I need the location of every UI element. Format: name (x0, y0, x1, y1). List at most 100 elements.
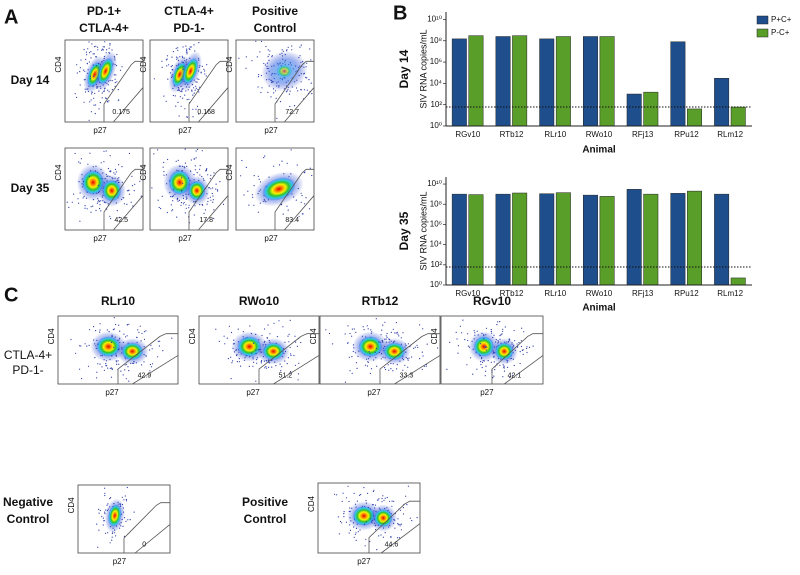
flow-event (176, 58, 178, 60)
flow-event (114, 78, 116, 80)
flow-event (356, 367, 358, 369)
flow-event (483, 338, 485, 340)
flow-event (219, 181, 221, 183)
flow-y-label: CD4 (225, 164, 234, 181)
flow-event (190, 159, 192, 161)
flow-event (222, 203, 225, 205)
flow-event (107, 167, 109, 170)
flow-event (224, 343, 226, 345)
flow-event (103, 46, 105, 48)
flow-event (109, 170, 111, 172)
flow-event (400, 529, 402, 531)
flow-event (519, 351, 521, 353)
flow-event (163, 174, 165, 176)
flow-event (86, 63, 88, 65)
y-tick-label: 10¹⁰ (427, 179, 442, 188)
flow-event (286, 50, 288, 52)
flow-event (111, 368, 113, 370)
flow-event (145, 330, 147, 332)
flow-x-label: p27 (178, 126, 192, 135)
panel-label: A (4, 6, 18, 28)
flow-event (390, 536, 392, 539)
x-axis-title: Animal (582, 303, 616, 314)
y-tick-label: 10⁶ (430, 220, 442, 229)
flow-y-label: CD4 (47, 328, 56, 345)
gate (273, 355, 320, 385)
flow-event (381, 501, 383, 503)
flow-event (325, 329, 327, 331)
flow-event (244, 357, 246, 359)
flow-event (123, 499, 125, 501)
flow-event (347, 325, 349, 327)
chart-title: Day 14 (397, 49, 411, 88)
flow-density-core (276, 64, 293, 78)
flow-event (178, 115, 180, 117)
flow-event (230, 356, 232, 358)
flow-event (500, 334, 502, 336)
flow-event (419, 358, 421, 360)
flow-event (449, 341, 451, 343)
flow-event (107, 503, 109, 505)
flow-event (419, 324, 421, 326)
flow-event (85, 58, 87, 61)
flow-event (380, 534, 382, 536)
flow-event (255, 380, 257, 382)
legend-label: P+C+ (771, 15, 792, 24)
flow-event (74, 152, 76, 155)
flow-event (133, 511, 135, 513)
flow-event (136, 336, 138, 339)
x-tick-label: RWo10 (586, 130, 613, 139)
flow-event (389, 500, 391, 502)
flow-event (170, 204, 172, 206)
flow-event (341, 522, 343, 524)
flow-event (121, 66, 123, 68)
flow-y-label: CD4 (54, 56, 63, 73)
flow-event (113, 346, 115, 348)
flow-event (359, 494, 361, 496)
y-tick-label: 10⁰ (430, 121, 442, 130)
flow-event (177, 159, 179, 161)
flow-event (82, 197, 84, 199)
flow-event (339, 520, 342, 523)
flow-event (110, 497, 112, 499)
flow-event (257, 76, 260, 78)
flow-event (382, 340, 384, 342)
gate (198, 195, 229, 231)
flow-event (104, 41, 106, 43)
flow-event (120, 370, 122, 372)
flow-event (103, 520, 105, 522)
flow-event (158, 206, 160, 209)
x-tick-label: RLm12 (717, 289, 743, 298)
gate (380, 523, 421, 554)
flow-event (118, 324, 120, 326)
flow-event (486, 346, 488, 348)
flow-event (118, 216, 120, 218)
flow-event (112, 329, 114, 331)
flow-event (392, 370, 394, 372)
column-header: RGv10 (473, 294, 511, 308)
flow-event (493, 375, 495, 377)
flow-event (199, 174, 201, 176)
flow-event (338, 533, 340, 535)
flow-event (107, 367, 109, 369)
flow-event (86, 345, 88, 347)
flow-event (182, 182, 184, 184)
flow-event (348, 532, 350, 534)
flow-event (97, 46, 99, 48)
flow-event (352, 522, 355, 524)
flow-event (95, 330, 97, 332)
flow-event (194, 205, 196, 207)
flow-event (296, 164, 298, 166)
flow-event (131, 185, 134, 187)
flow-event (472, 373, 474, 375)
flow-event (349, 524, 351, 526)
flow-event (364, 364, 367, 366)
flow-event (215, 188, 217, 190)
flow-density-core (374, 508, 393, 528)
flow-event (150, 366, 153, 368)
flow-event (193, 92, 195, 94)
flow-event (526, 347, 528, 350)
flow-event (306, 89, 308, 91)
flow-event (231, 362, 233, 364)
flow-event (171, 56, 173, 58)
